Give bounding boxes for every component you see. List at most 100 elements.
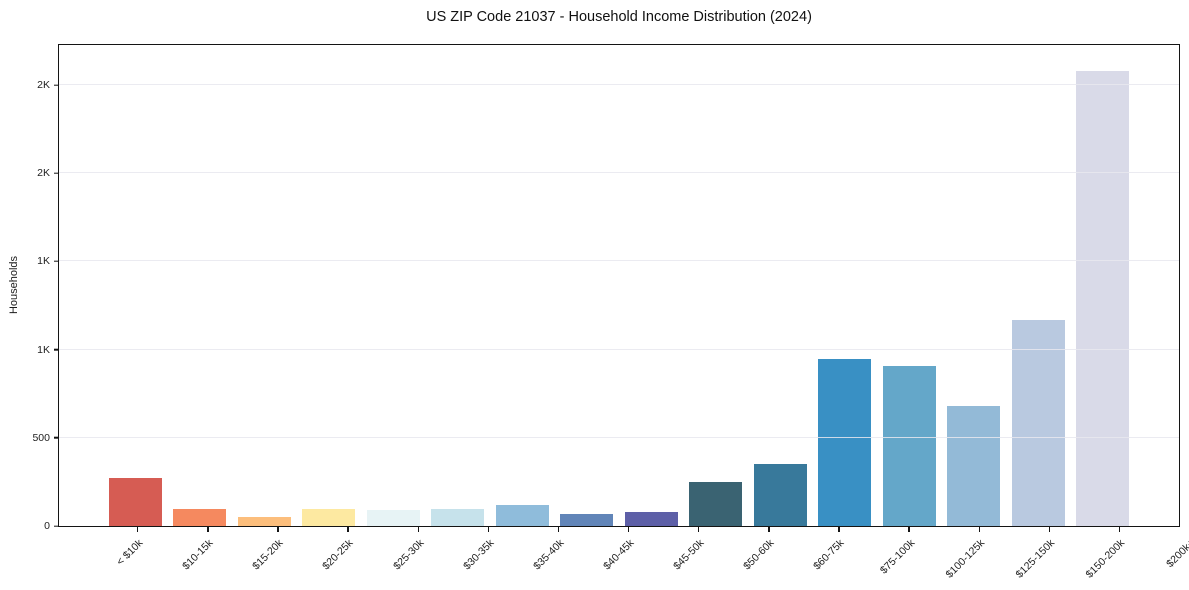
bar-slot — [748, 45, 813, 526]
x-slot: $25-30k — [383, 527, 453, 590]
y-tick-mark — [54, 348, 59, 351]
x-tick-mark — [557, 527, 560, 532]
y-tick-label: 1K — [37, 343, 50, 356]
bar-$50-60k — [689, 481, 743, 526]
x-tick-mark — [347, 527, 349, 532]
x-tick-label: $30-35k — [460, 537, 497, 573]
bar-$15-20k — [237, 517, 291, 526]
x-slot: $50-60k — [733, 527, 803, 590]
bar-slot — [426, 45, 491, 526]
bar-slot — [813, 45, 878, 526]
y-tick-mark — [54, 525, 59, 527]
y-tick-label: 0 — [44, 520, 50, 532]
x-tick-label: $60-75k — [811, 537, 847, 573]
x-tick-label: $20-25k — [320, 537, 356, 573]
gridline — [59, 83, 1179, 85]
y-tick-mark — [54, 84, 59, 86]
x-axis: < $10k $10-15k $15-20k $20-25k $25-30k $30-35… — [58, 527, 1189, 590]
x-tick-mark — [908, 527, 910, 532]
bar-$40-45k — [560, 514, 614, 526]
x-slot: $35-40k — [523, 527, 593, 590]
x-tick-mark — [838, 527, 840, 532]
x-tick-mark — [1118, 527, 1121, 532]
x-tick-label: $50-60k — [741, 537, 777, 573]
bar-$20-25k — [302, 509, 356, 526]
x-tick-mark — [277, 527, 279, 532]
x-slot: $60-75k — [803, 527, 873, 590]
x-slot: $40-45k — [593, 527, 663, 590]
bar-$30-35k — [431, 509, 485, 526]
y-tick-mark — [54, 437, 59, 439]
y-tick-label: 2K — [37, 78, 50, 91]
x-tick-label: $100-125k — [943, 537, 988, 581]
chart-title: US ZIP Code 21037 - Household Income Dis… — [426, 9, 812, 25]
x-slot: $10-15k — [172, 527, 242, 590]
bar-slot — [619, 45, 684, 526]
x-tick-mark — [978, 527, 980, 532]
gridline — [59, 260, 1179, 262]
bar-$45-50k — [624, 512, 678, 526]
y-tick-mark — [54, 172, 59, 174]
bar-slot — [942, 45, 1007, 526]
bar-slot — [684, 45, 749, 526]
y-tick-label: 2K — [37, 167, 50, 180]
x-slot: $75-100k — [873, 527, 943, 590]
x-slot: $20-25k — [312, 527, 382, 590]
bar-< $10k — [108, 478, 162, 526]
plot-area: 0 500 1K 1K 2K 2K — [32, 44, 1180, 532]
x-tick-mark — [207, 527, 209, 532]
bar-$75-100k — [818, 358, 872, 526]
bar-$150-200k — [1011, 320, 1065, 526]
x-tick-mark — [137, 527, 139, 532]
gridline — [59, 348, 1179, 350]
bar-slot — [361, 45, 426, 526]
x-slot: $45-50k — [663, 527, 733, 590]
x-tick-label: < $10k — [114, 537, 146, 568]
x-slot: < $10k — [102, 527, 172, 590]
bar-$100-125k — [882, 366, 936, 526]
x-tick-label: $200k+ — [1164, 537, 1189, 571]
x-tick-mark — [768, 527, 770, 532]
x-tick-mark — [487, 527, 490, 532]
bar-slot — [297, 45, 362, 526]
bars-container — [59, 45, 1179, 526]
y-tick-label: 1K — [37, 255, 50, 268]
x-tick-mark — [417, 527, 419, 532]
bar-slot — [1071, 45, 1136, 526]
x-tick-mark — [627, 527, 630, 532]
gridline — [59, 172, 1179, 174]
bar-$35-40k — [495, 505, 549, 526]
x-slot: $125-150k — [1014, 527, 1084, 590]
x-tick-mark — [698, 527, 700, 532]
gridline — [59, 436, 1179, 438]
x-slot: $15-20k — [242, 527, 312, 590]
bar-slot — [1006, 45, 1071, 526]
y-tick-mark — [54, 260, 59, 263]
x-tick-label: $25-30k — [390, 537, 427, 573]
bar-slot — [490, 45, 555, 526]
bar-$10-15k — [173, 509, 227, 526]
x-tick-label: $75-100k — [877, 537, 917, 577]
x-tick-label: $15-20k — [250, 537, 286, 573]
bar-slot — [168, 45, 233, 526]
x-tick-label: $35-40k — [530, 537, 567, 573]
bar-slot — [877, 45, 942, 526]
x-slot: $150-200k — [1084, 527, 1154, 590]
bar-$60-75k — [753, 463, 807, 526]
x-slot: $200k+ — [1154, 527, 1189, 590]
x-slot: $30-35k — [453, 527, 523, 590]
bar-$25-30k — [366, 510, 420, 526]
x-tick-label: $10-15k — [180, 537, 216, 573]
bar-slot — [103, 45, 168, 526]
bar-$125-150k — [947, 406, 1001, 526]
x-tick-label: $45-50k — [671, 537, 707, 573]
x-tick-label: $150-200k — [1083, 537, 1128, 581]
bar-slot — [555, 45, 620, 526]
x-tick-label: $125-150k — [1013, 537, 1058, 581]
bar-slot — [232, 45, 297, 526]
x-slot: $100-125k — [943, 527, 1014, 590]
bar-$200k+ — [1076, 70, 1130, 526]
x-tick-label: $40-45k — [601, 537, 637, 573]
y-axis-label: Households — [8, 255, 20, 315]
